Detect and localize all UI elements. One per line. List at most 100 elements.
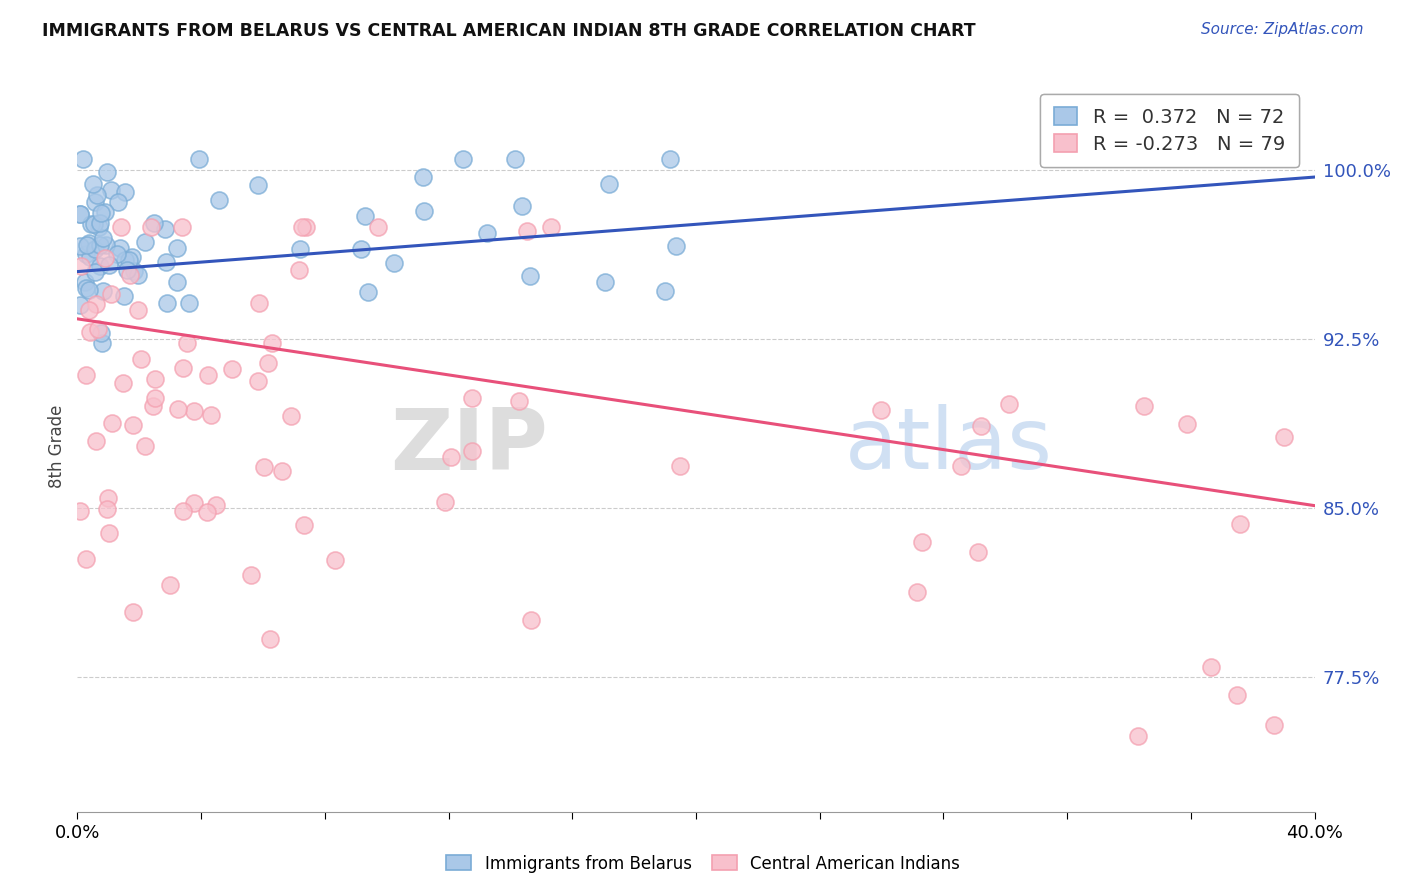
Point [118, 268, 141, 282]
Point [280, 409, 302, 423]
Point [155, 295, 177, 310]
Point [440, 450, 463, 464]
Point [323, 553, 346, 567]
Point [172, 504, 194, 518]
Point [114, 252, 136, 267]
Point [669, 458, 692, 473]
Point [69, 239, 91, 253]
Point [83, 194, 105, 209]
Point [911, 534, 934, 549]
Point [134, 439, 156, 453]
Point [1199, 660, 1222, 674]
Point [1175, 417, 1198, 432]
Point [89, 216, 111, 230]
Point [118, 252, 141, 267]
Point [291, 219, 314, 234]
Point [905, 585, 928, 599]
Point [84, 297, 107, 311]
Point [155, 255, 177, 269]
Point [1229, 517, 1251, 532]
Point [257, 356, 280, 370]
Point [598, 177, 620, 191]
Point [292, 518, 315, 533]
Point [79, 235, 101, 250]
Point [367, 219, 389, 234]
Point [354, 209, 377, 223]
Point [665, 239, 688, 253]
Point [240, 568, 263, 582]
Point [121, 418, 143, 433]
Point [246, 375, 269, 389]
Point [287, 263, 309, 277]
Point [145, 391, 167, 405]
Point [79, 325, 101, 339]
Point [253, 460, 276, 475]
Point [172, 361, 194, 376]
Point [966, 545, 988, 559]
Point [970, 419, 993, 434]
Point [260, 335, 283, 350]
Point [200, 408, 222, 422]
Point [97, 491, 120, 505]
Point [72, 152, 94, 166]
Point [105, 247, 128, 261]
Point [127, 268, 149, 282]
Point [475, 226, 498, 240]
Point [159, 578, 181, 592]
Point [247, 178, 270, 192]
Point [461, 392, 484, 406]
Point [80, 217, 103, 231]
Point [90, 326, 112, 341]
Point [183, 496, 205, 510]
Point [69, 207, 91, 221]
Point [83, 218, 105, 232]
Point [869, 402, 891, 417]
Point [143, 216, 166, 230]
Point [1126, 729, 1149, 743]
Point [75, 552, 97, 566]
Point [94, 205, 117, 219]
Point [1272, 429, 1295, 443]
Point [69, 298, 91, 312]
Point [90, 206, 112, 220]
Point [114, 185, 136, 199]
Point [166, 275, 188, 289]
Point [382, 255, 405, 269]
Point [87, 322, 110, 336]
Point [508, 393, 530, 408]
Point [290, 242, 312, 256]
Point [97, 258, 120, 272]
Text: IMMIGRANTS FROM BELARUS VS CENTRAL AMERICAN INDIAN 8TH GRADE CORRELATION CHART: IMMIGRANTS FROM BELARUS VS CENTRAL AMERI… [42, 22, 976, 40]
Point [139, 219, 162, 234]
Point [89, 237, 111, 252]
Point [461, 444, 484, 458]
Point [259, 632, 281, 647]
Point [75, 247, 97, 261]
Point [654, 284, 676, 298]
Point [79, 303, 101, 318]
Y-axis label: 8th Grade: 8th Grade [48, 404, 66, 488]
Point [183, 403, 205, 417]
Point [122, 605, 145, 619]
Point [75, 281, 97, 295]
Point [131, 351, 153, 366]
Point [294, 220, 316, 235]
Point [247, 296, 270, 310]
Text: ZIP: ZIP [389, 404, 547, 488]
Point [86, 188, 108, 202]
Legend: R =  0.372   N = 72, R = -0.273   N = 79: R = 0.372 N = 72, R = -0.273 N = 79 [1040, 94, 1299, 168]
Point [1226, 688, 1249, 702]
Point [69, 206, 91, 220]
Point [143, 372, 166, 386]
Point [107, 195, 129, 210]
Point [520, 613, 543, 627]
Point [659, 152, 682, 166]
Point [112, 376, 135, 390]
Point [516, 224, 538, 238]
Point [76, 238, 98, 252]
Point [197, 368, 219, 382]
Point [155, 222, 177, 236]
Point [350, 242, 373, 256]
Point [94, 238, 117, 252]
Point [166, 241, 188, 255]
